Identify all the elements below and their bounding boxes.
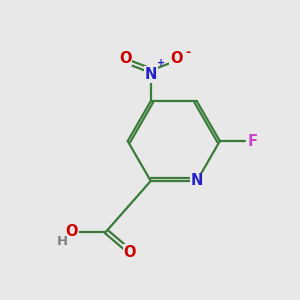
Text: F: F bbox=[248, 134, 257, 148]
Text: O: O bbox=[124, 245, 136, 260]
Text: N: N bbox=[190, 173, 203, 188]
Text: +: + bbox=[157, 58, 165, 68]
Text: O: O bbox=[170, 51, 182, 66]
Text: H: H bbox=[57, 236, 68, 248]
Text: N: N bbox=[145, 67, 157, 82]
Text: O: O bbox=[119, 51, 132, 66]
Text: O: O bbox=[66, 224, 78, 239]
Text: -: - bbox=[185, 46, 190, 59]
